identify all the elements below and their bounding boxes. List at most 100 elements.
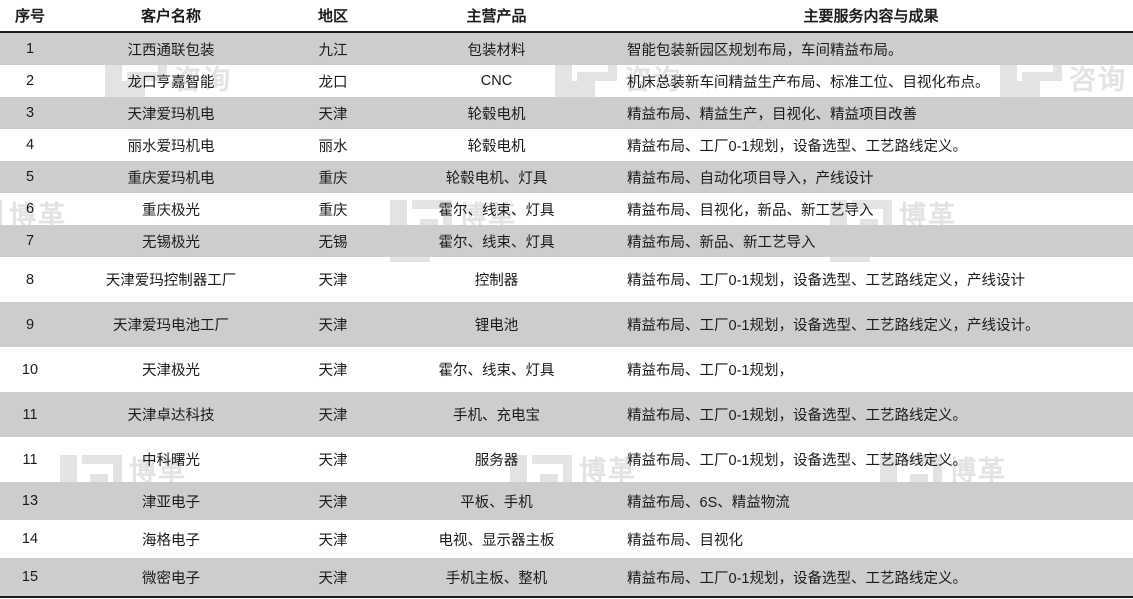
column-header-index: 序号 — [0, 0, 60, 33]
table-row: 1 江西通联包装 九江 包装材料 智能包装新园区规划布局，车间精益布局。 — [0, 32, 1133, 65]
cell-region: 丽水 — [318, 138, 348, 155]
cell-index: 7 — [0, 225, 60, 257]
table-row: 5 重庆爱玛机电 重庆 轮毂电机、灯具 精益布局、自动化项目导入，产线设计 — [0, 161, 1133, 193]
cell-product: 霍尔、线束、灯具 — [438, 363, 555, 379]
cell-index: 10 — [21, 361, 39, 378]
cell-index: 4 — [25, 137, 35, 153]
cell-region: 天津 — [318, 532, 348, 549]
cell-product: 电视、显示器主板 — [438, 532, 555, 549]
table-row: 4 丽水爱玛机电 丽水 轮毂电机 精益布局、工厂0-1规划，设备选型、工艺路线定义。 — [0, 129, 1133, 161]
cell-region: 九江 — [282, 32, 384, 65]
cell-region: 龙口 — [318, 74, 348, 91]
cell-client: 丽水爱玛机电 — [127, 138, 215, 155]
cell-index: 8 — [25, 271, 35, 288]
cell-client: 天津卓达科技 — [60, 392, 282, 437]
cell-service: 精益布局、目视化 — [627, 532, 743, 549]
table-row: 15 微密电子 天津 手机主板、整机 精益布局、工厂0-1规划，设备选型、工艺路线定义。 — [0, 558, 1133, 598]
cell-client: 天津爱玛机电 — [60, 97, 282, 129]
cell-index: 6 — [25, 201, 35, 217]
cell-index: 15 — [0, 558, 60, 598]
cell-region: 天津 — [282, 558, 384, 598]
cell-index: 2 — [25, 73, 35, 89]
cell-index: 13 — [0, 482, 60, 520]
cell-index: 3 — [0, 97, 60, 129]
table-row: 11 天津卓达科技 天津 手机、充电宝 精益布局、工厂0-1规划，设备选型、工艺路线定义… — [0, 392, 1133, 437]
cell-product: 轮毂电机、灯具 — [384, 161, 609, 193]
cell-region: 天津 — [282, 97, 384, 129]
cell-client: 天津爱玛电池工厂 — [60, 302, 282, 347]
cell-service: 精益布局、工厂0-1规划，设备选型、工艺路线定义。 — [609, 558, 1133, 598]
cell-client: 津亚电子 — [60, 482, 282, 520]
cell-region: 天津 — [282, 482, 384, 520]
cell-service: 精益布局、精益生产，目视化、精益项目改善 — [609, 97, 1133, 129]
cell-service: 机床总装新车间精益生产布局、标准工位、目视化布点。 — [627, 74, 990, 91]
cell-service: 精益布局、自动化项目导入，产线设计 — [609, 161, 1133, 193]
cell-service: 精益布局、6S、精益物流 — [609, 482, 1133, 520]
cell-service: 智能包装新园区规划布局，车间精益布局。 — [609, 32, 1133, 65]
cell-service: 精益布局、工厂0-1规划，设备选型、工艺路线定义，产线设计。 — [609, 302, 1133, 347]
cell-product: CNC — [480, 73, 513, 89]
cell-index: 5 — [0, 161, 60, 193]
cell-region: 重庆 — [318, 202, 348, 219]
cell-client: 微密电子 — [60, 558, 282, 598]
cell-service: 精益布局、目视化，新品、新工艺导入 — [627, 202, 874, 219]
cell-product: 霍尔、线束、灯具 — [384, 225, 609, 257]
table-row: 11 中科曙光 天津 服务器 精益布局、工厂0-1规划，设备选型、工艺路线定义。 — [0, 437, 1133, 482]
cell-product: 控制器 — [474, 273, 519, 289]
column-header-service: 主要服务内容与成果 — [609, 0, 1133, 33]
cell-client: 中科曙光 — [142, 453, 200, 469]
cell-service: 精益布局、工厂0-1规划，设备选型、工艺路线定义，产线设计 — [627, 273, 1025, 289]
cell-index: 11 — [22, 451, 38, 468]
cell-index: 1 — [0, 32, 60, 65]
table-row: 6 重庆极光 重庆 霍尔、线束、灯具 精益布局、目视化，新品、新工艺导入 — [0, 193, 1133, 225]
cell-product: 包装材料 — [384, 32, 609, 65]
cell-client: 无锡极光 — [60, 225, 282, 257]
table-row: 9 天津爱玛电池工厂 天津 锂电池 精益布局、工厂0-1规划，设备选型、工艺路线定义，产… — [0, 302, 1133, 347]
table-header-row: 序号 客户名称 地区 主营产品 主要服务内容与成果 — [0, 0, 1133, 33]
cell-service: 精益布局、工厂0-1规划，设备选型、工艺路线定义。 — [627, 138, 967, 155]
cell-product: 轮毂电机 — [467, 138, 526, 155]
table-row: 14 海格电子 天津 电视、显示器主板 精益布局、目视化 — [0, 520, 1133, 558]
cell-service: 精益布局、工厂0-1规划， — [627, 363, 793, 379]
table-row: 10 天津极光 天津 霍尔、线束、灯具 精益布局、工厂0-1规划， — [0, 347, 1133, 392]
table-header: 序号 客户名称 地区 主营产品 主要服务内容与成果 — [0, 0, 1133, 33]
column-header-client: 客户名称 — [60, 0, 282, 33]
cell-client: 重庆极光 — [142, 202, 200, 219]
cell-product: 手机、充电宝 — [384, 392, 609, 437]
cell-product: 霍尔、线束、灯具 — [438, 202, 555, 219]
cell-client: 海格电子 — [142, 532, 200, 549]
cell-client: 天津极光 — [142, 363, 200, 379]
cell-client: 龙口亨嘉智能 — [127, 74, 215, 91]
cell-client: 重庆爱玛机电 — [60, 161, 282, 193]
cell-client: 天津爱玛控制器工厂 — [105, 273, 237, 289]
cell-index: 11 — [0, 392, 60, 437]
table-row: 7 无锡极光 无锡 霍尔、线束、灯具 精益布局、新品、新工艺导入 — [0, 225, 1133, 257]
cell-client: 江西通联包装 — [60, 32, 282, 65]
cell-region: 天津 — [282, 302, 384, 347]
cell-region: 天津 — [318, 453, 348, 469]
cell-product: 锂电池 — [384, 302, 609, 347]
table-row: 8 天津爱玛控制器工厂 天津 控制器 精益布局、工厂0-1规划，设备选型、工艺路线定义，… — [0, 257, 1133, 302]
table-row: 2 龙口亨嘉智能 龙口 CNC 机床总装新车间精益生产布局、标准工位、目视化布点。 — [0, 65, 1133, 97]
cell-service: 精益布局、工厂0-1规划，设备选型、工艺路线定义。 — [609, 392, 1133, 437]
cell-region: 天津 — [318, 273, 348, 289]
cell-service: 精益布局、工厂0-1规划，设备选型、工艺路线定义。 — [627, 453, 967, 469]
cell-product: 服务器 — [474, 453, 519, 469]
cell-region: 无锡 — [282, 225, 384, 257]
table-body: 1 江西通联包装 九江 包装材料 智能包装新园区规划布局，车间精益布局。 2 龙口亨嘉智能 龙… — [0, 32, 1133, 598]
column-header-region: 地区 — [282, 0, 384, 33]
cell-product: 平板、手机 — [384, 482, 609, 520]
table-row: 3 天津爱玛机电 天津 轮毂电机 精益布局、精益生产，目视化、精益项目改善 — [0, 97, 1133, 129]
cell-index: 9 — [0, 302, 60, 347]
cell-service: 精益布局、新品、新工艺导入 — [609, 225, 1133, 257]
cell-product: 轮毂电机 — [384, 97, 609, 129]
column-header-product: 主营产品 — [384, 0, 609, 33]
cell-product: 手机主板、整机 — [384, 558, 609, 598]
cell-index: 14 — [21, 531, 39, 547]
table-row: 13 津亚电子 天津 平板、手机 精益布局、6S、精益物流 — [0, 482, 1133, 520]
cell-region: 重庆 — [282, 161, 384, 193]
cell-region: 天津 — [282, 392, 384, 437]
cell-region: 天津 — [318, 363, 348, 379]
